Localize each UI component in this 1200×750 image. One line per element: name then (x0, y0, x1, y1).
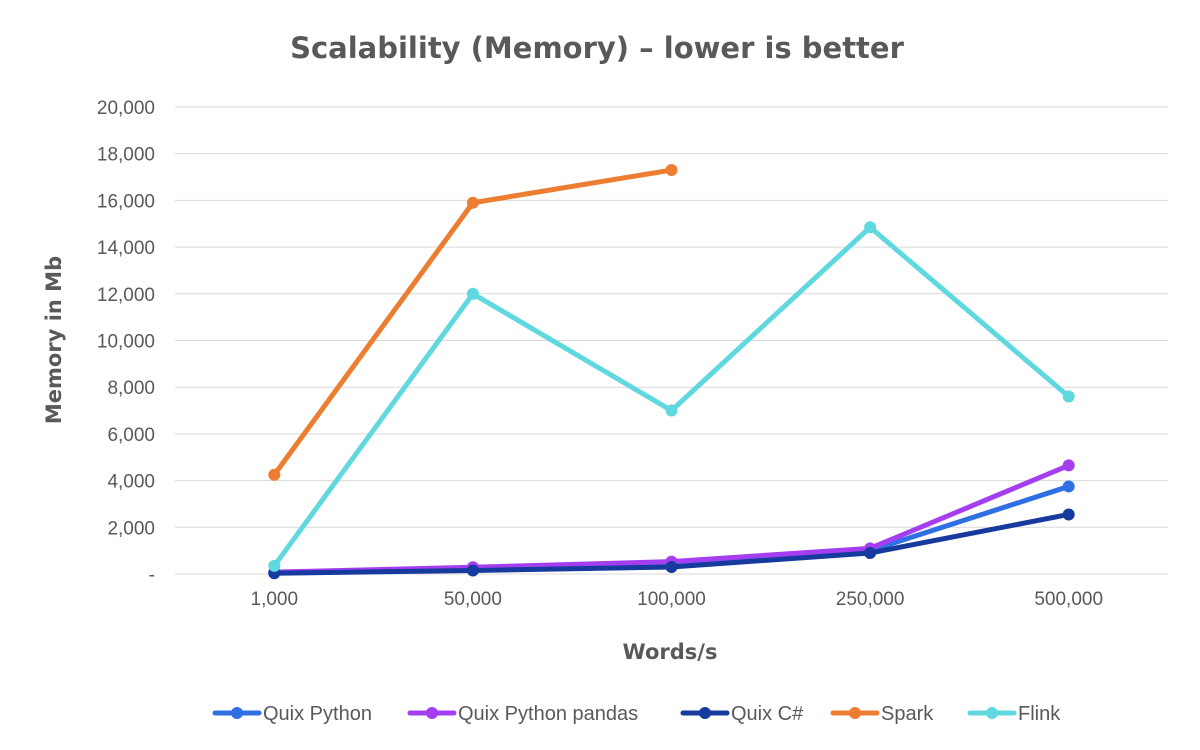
y-axis-title: Memory in Mb (42, 256, 66, 424)
legend-label: Flink (1018, 703, 1061, 725)
legend-swatch-marker (699, 707, 711, 719)
x-tick-label: 50,000 (444, 589, 502, 610)
x-axis-title: Words/s (623, 640, 718, 664)
data-point (466, 287, 479, 300)
data-point (1062, 508, 1075, 521)
data-point (864, 221, 877, 234)
y-tick-label: 4,000 (107, 472, 155, 493)
legend-item: Spark (830, 703, 934, 725)
legend-item: Quix C# (680, 703, 804, 725)
y-tick-label: 20,000 (97, 98, 155, 119)
x-tick-label: 1,000 (251, 589, 299, 610)
y-tick-label: 8,000 (107, 378, 155, 399)
legend-swatch-marker (849, 707, 861, 719)
data-point (466, 564, 479, 577)
y-axis-ticks: - 2,000 4,000 6,000 8,000 10,000 12,000 14,000 1… (97, 98, 155, 586)
legend-item: Flink (967, 703, 1061, 725)
legend-label: Quix C# (731, 703, 804, 725)
legend-label: Spark (881, 703, 934, 725)
data-point (268, 559, 281, 572)
x-axis-ticks: 1,000 50,000 100,000 250,000 500,000 (251, 589, 1104, 610)
series-1 (268, 459, 1075, 579)
y-tick-label: 12,000 (97, 285, 155, 306)
legend-label: Quix Python pandas (458, 703, 638, 725)
legend-swatch-marker (231, 707, 243, 719)
y-tick-label: - (149, 565, 155, 586)
y-tick-label: 18,000 (97, 145, 155, 166)
legend-label: Quix Python (263, 703, 372, 725)
data-point (466, 196, 479, 209)
series-3 (268, 164, 678, 481)
series-lines (268, 164, 1075, 580)
data-point (864, 546, 877, 559)
x-tick-label: 100,000 (637, 589, 706, 610)
legend-swatch-marker (426, 707, 438, 719)
legend: Quix Python Quix Python pandas Quix C# Spar… (212, 703, 1061, 725)
legend-item: Quix Python (212, 703, 372, 725)
data-point (1062, 390, 1075, 403)
y-tick-label: 16,000 (97, 191, 155, 212)
data-point (665, 404, 678, 417)
series-4 (268, 221, 1075, 572)
x-tick-label: 250,000 (836, 589, 905, 610)
y-tick-label: 14,000 (97, 238, 155, 259)
y-tick-label: 10,000 (97, 332, 155, 353)
data-point (1062, 480, 1075, 493)
data-point (665, 560, 678, 573)
y-tick-label: 2,000 (107, 518, 155, 539)
y-tick-label: 6,000 (107, 425, 155, 446)
data-point (1062, 459, 1075, 472)
series-line (271, 167, 674, 478)
legend-item: Quix Python pandas (407, 703, 638, 725)
data-point (268, 468, 281, 481)
legend-swatch-marker (986, 707, 998, 719)
chart-title: Scalability (Memory) – lower is better (290, 31, 905, 65)
x-tick-label: 500,000 (1034, 589, 1103, 610)
data-point (665, 164, 678, 177)
